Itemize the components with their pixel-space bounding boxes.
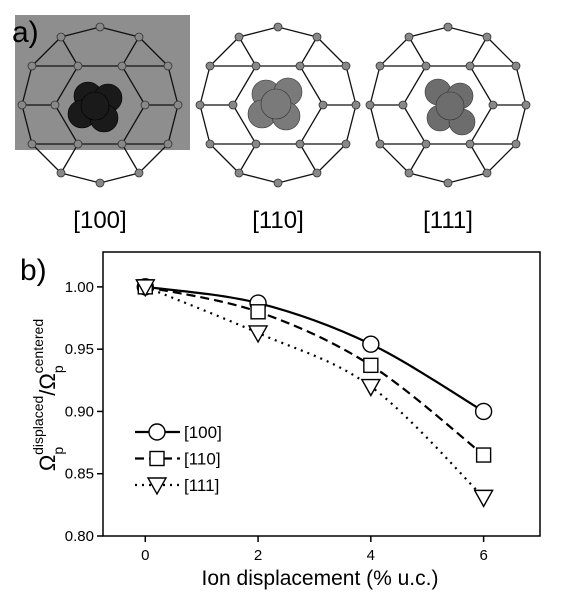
y-axis-label: Ωpdisplaced/Ωpcentered <box>30 319 66 471</box>
x-tick-label: 0 <box>141 547 149 564</box>
marker <box>476 403 492 419</box>
y-label-part: centered <box>30 319 46 373</box>
y-tick-label: 0.80 <box>65 528 94 545</box>
panel-label: a) <box>12 16 39 49</box>
structure-110 <box>196 23 360 187</box>
legend-marker <box>150 452 164 466</box>
marker <box>362 380 380 396</box>
structure-label: [110] <box>252 207 304 234</box>
x-tick-label: 4 <box>367 547 375 564</box>
x-tick-label: 6 <box>479 547 487 564</box>
y-label-part: /Ω <box>35 373 60 396</box>
figure: a) b) [100] [110] [111] Ion displacement… <box>0 0 570 598</box>
structure-label: [100] <box>73 207 126 234</box>
panel-label: b) <box>20 254 47 287</box>
y-tick-label: 0.90 <box>65 403 94 420</box>
y-tick-label: 0.85 <box>65 466 94 483</box>
marker <box>475 490 493 506</box>
legend-label: [100] <box>184 423 222 442</box>
plot-frame <box>103 252 540 536</box>
legend-marker <box>149 424 165 440</box>
marker <box>249 326 267 342</box>
x-tick-label: 2 <box>254 547 262 564</box>
y-label-part: p <box>50 447 66 455</box>
y-tick-label: 1.00 <box>65 279 94 296</box>
marker <box>477 448 491 462</box>
y-tick-label: 0.95 <box>65 341 94 358</box>
structure-label: [111] <box>423 207 473 234</box>
y-label-part: p <box>50 365 66 373</box>
y-label-part: Ω <box>35 455 60 471</box>
marker <box>364 358 378 372</box>
legend-label: [110] <box>184 450 221 469</box>
legend-label: [111] <box>184 476 219 495</box>
y-label-part: displaced <box>30 396 46 455</box>
series-line <box>145 287 483 412</box>
x-axis-label: Ion displacement (% u.c.) <box>202 567 439 590</box>
marker <box>251 305 265 319</box>
structure-111 <box>366 23 530 187</box>
marker <box>363 336 379 352</box>
